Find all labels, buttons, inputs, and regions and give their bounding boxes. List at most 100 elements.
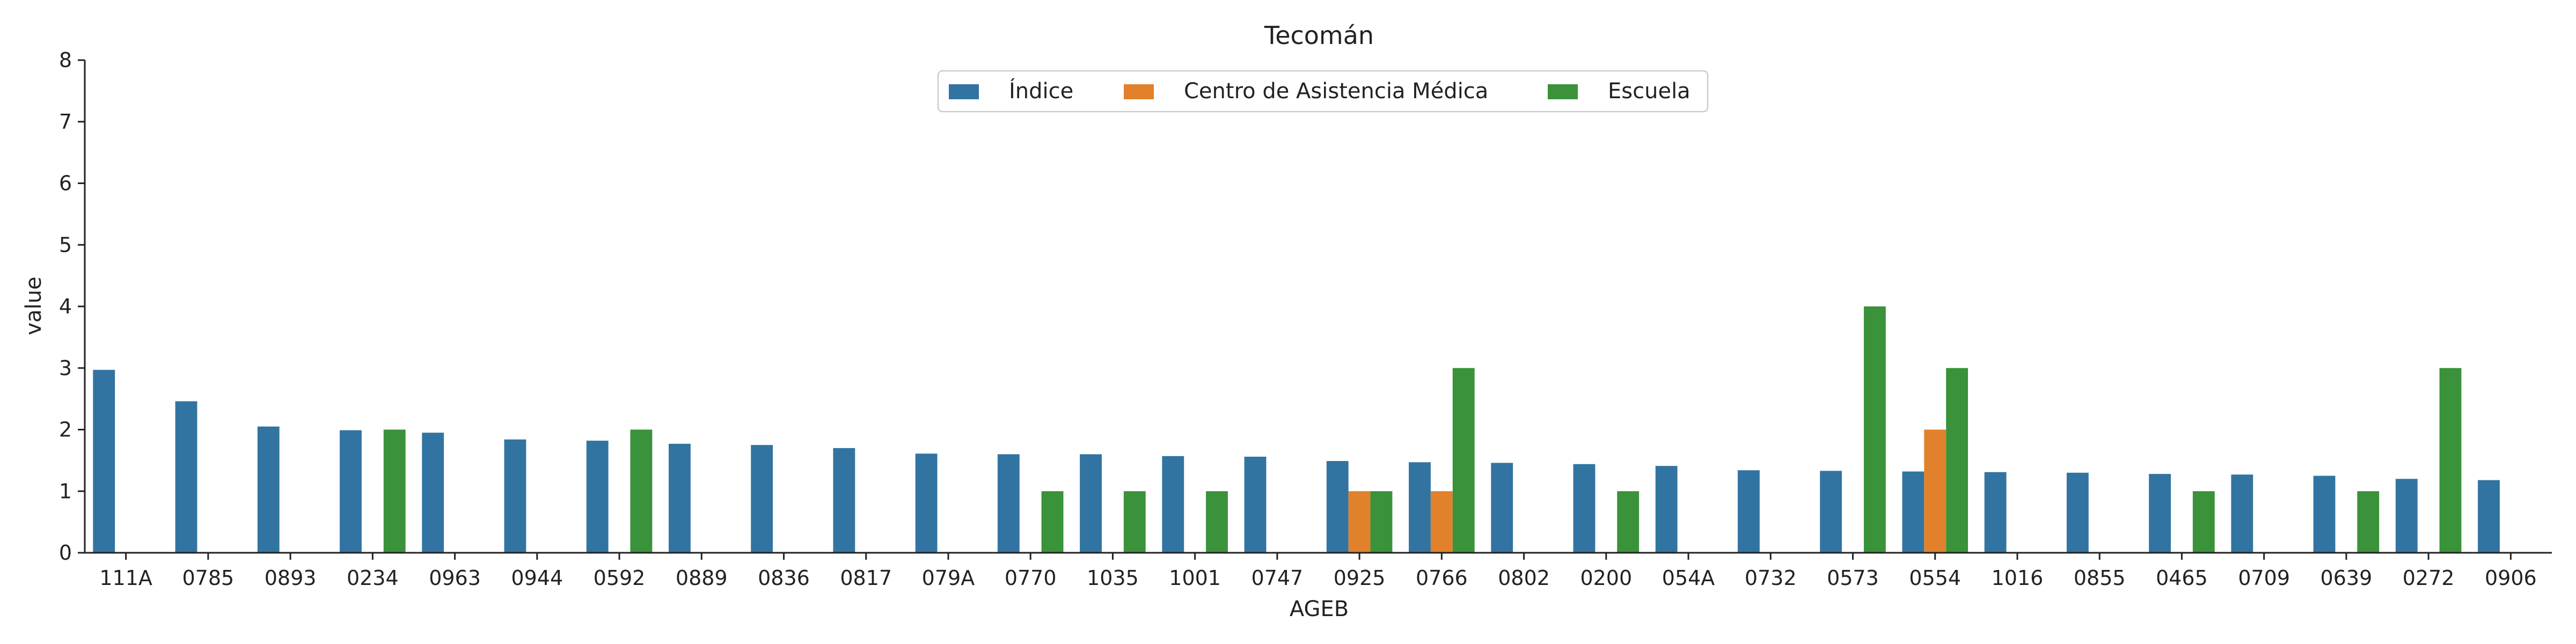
x-ticks: 111A 0785 0893 0234 0963 0944 0592 0889 0836 0817… <box>99 553 2537 590</box>
chart-title: Tecomán <box>1264 21 1374 50</box>
bar-indice-0785 <box>175 401 197 553</box>
x-tick-label: 0592 <box>594 566 646 590</box>
bar-indice-0573 <box>1820 471 1842 553</box>
legend-swatch-escuela <box>1548 84 1578 99</box>
bar-indice-0747 <box>1244 456 1267 553</box>
y-axis-label: value <box>21 276 46 335</box>
x-tick-label: 1001 <box>1169 566 1221 590</box>
bar-escuela-0770 <box>1041 491 1064 553</box>
bar-escuela-0573 <box>1863 306 1886 553</box>
x-tick-label: 0889 <box>676 566 728 590</box>
legend-swatch-indice <box>949 84 979 99</box>
bar-indice-0639 <box>2313 475 2336 553</box>
y-ticks: 0 1 2 3 4 5 6 7 8 <box>59 48 85 565</box>
bar-indice-0465 <box>2149 474 2171 553</box>
x-tick-label: 1016 <box>1992 566 2044 590</box>
bar-escuela-1001 <box>1206 491 1228 553</box>
bar-indice-0592 <box>586 441 609 553</box>
x-tick-label: 0234 <box>347 566 399 590</box>
x-tick-label: 0906 <box>2485 566 2537 590</box>
x-tick-label: 0573 <box>1827 566 1879 590</box>
x-tick-label: 0925 <box>1334 566 1386 590</box>
bar-indice-111a <box>93 370 115 553</box>
bar-centro-de-asistencia-medica-0554 <box>1924 429 1946 553</box>
x-tick-label: 0465 <box>2156 566 2208 590</box>
bar-escuela-0925 <box>1370 491 1393 553</box>
bar-indice-0200 <box>1573 464 1596 553</box>
bar-indice-0234 <box>340 430 362 553</box>
y-tick-label: 6 <box>59 172 72 195</box>
bar-indice-1001 <box>1162 456 1184 553</box>
x-tick-label: 0893 <box>265 566 317 590</box>
legend-label-indice: Índice <box>1009 78 1073 104</box>
legend-label-escuela: Escuela <box>1608 79 1690 104</box>
x-tick-label: 0802 <box>1498 566 1550 590</box>
bar-indice-1016 <box>1984 472 2007 553</box>
bar-indice-0770 <box>997 454 1020 553</box>
bar-indice-0906 <box>2478 480 2500 553</box>
bar-escuela-0465 <box>2192 491 2215 553</box>
legend-frame <box>937 70 1709 113</box>
x-tick-label: 0766 <box>1416 566 1468 590</box>
bar-escuela-0234 <box>383 429 406 553</box>
x-tick-label: 0855 <box>2074 566 2126 590</box>
y-tick-label: 5 <box>59 233 72 257</box>
bar-indice-0855 <box>2066 472 2089 553</box>
bar-indice-0963 <box>422 433 444 553</box>
x-tick-label: 111A <box>99 566 152 590</box>
legend-swatch-centro <box>1124 84 1154 99</box>
y-tick-label: 7 <box>59 110 72 134</box>
bars-group <box>93 306 2500 553</box>
x-tick-label: 0272 <box>2403 566 2455 590</box>
bar-centro-de-asistencia-medica-0925 <box>1348 491 1371 553</box>
bar-indice-0944 <box>504 439 526 553</box>
bar-indice-0766 <box>1409 462 1431 553</box>
x-tick-label: 079A <box>922 566 975 590</box>
bar-escuela-0766 <box>1452 368 1475 553</box>
bar-indice-1035 <box>1080 454 1102 553</box>
bar-escuela-0554 <box>1946 368 1968 553</box>
y-tick-label: 1 <box>59 479 72 503</box>
x-tick-label: 0747 <box>1252 566 1304 590</box>
bar-indice-0893 <box>257 426 280 553</box>
legend: Índice Centro de Asistencia Médica Escue… <box>937 70 1709 113</box>
bar-indice-079a <box>915 453 938 553</box>
bar-indice-0925 <box>1326 461 1349 553</box>
bar-indice-0732 <box>1737 470 1760 553</box>
x-tick-label: 0770 <box>1005 566 1057 590</box>
bar-indice-054a <box>1655 466 1678 553</box>
bar-escuela-0200 <box>1617 491 1640 553</box>
x-tick-label: 0709 <box>2238 566 2290 590</box>
x-tick-label: 0785 <box>182 566 234 590</box>
x-tick-label: 1035 <box>1087 566 1139 590</box>
bar-escuela-0639 <box>2357 491 2380 553</box>
x-tick-label: 054A <box>1662 566 1715 590</box>
y-tick-label: 0 <box>59 541 72 565</box>
x-tick-label: 0944 <box>511 566 563 590</box>
x-tick-label: 0732 <box>1745 566 1797 590</box>
bar-escuela-0272 <box>2439 368 2462 553</box>
x-tick-label: 0554 <box>1909 566 1961 590</box>
bar-indice-0817 <box>833 448 855 553</box>
x-axis-label: AGEB <box>1290 597 1349 621</box>
bar-indice-0836 <box>751 445 773 553</box>
bar-indice-0554 <box>1902 471 1924 553</box>
legend-label-centro: Centro de Asistencia Médica <box>1184 79 1488 104</box>
bar-indice-0802 <box>1491 463 1513 553</box>
bar-indice-0889 <box>668 443 691 553</box>
y-tick-label: 8 <box>59 48 72 72</box>
y-tick-label: 2 <box>59 418 72 442</box>
bar-escuela-0592 <box>630 429 653 553</box>
x-tick-label: 0817 <box>840 566 892 590</box>
x-tick-label: 0963 <box>429 566 481 590</box>
x-tick-label: 0200 <box>1580 566 1632 590</box>
y-tick-label: 3 <box>59 356 72 380</box>
x-tick-label: 0836 <box>758 566 810 590</box>
bar-escuela-1035 <box>1123 491 1146 553</box>
y-tick-label: 4 <box>59 295 72 318</box>
bar-centro-de-asistencia-medica-0766 <box>1430 491 1453 553</box>
bar-indice-0709 <box>2231 474 2253 553</box>
bar-indice-0272 <box>2395 479 2418 553</box>
x-tick-label: 0639 <box>2321 566 2373 590</box>
